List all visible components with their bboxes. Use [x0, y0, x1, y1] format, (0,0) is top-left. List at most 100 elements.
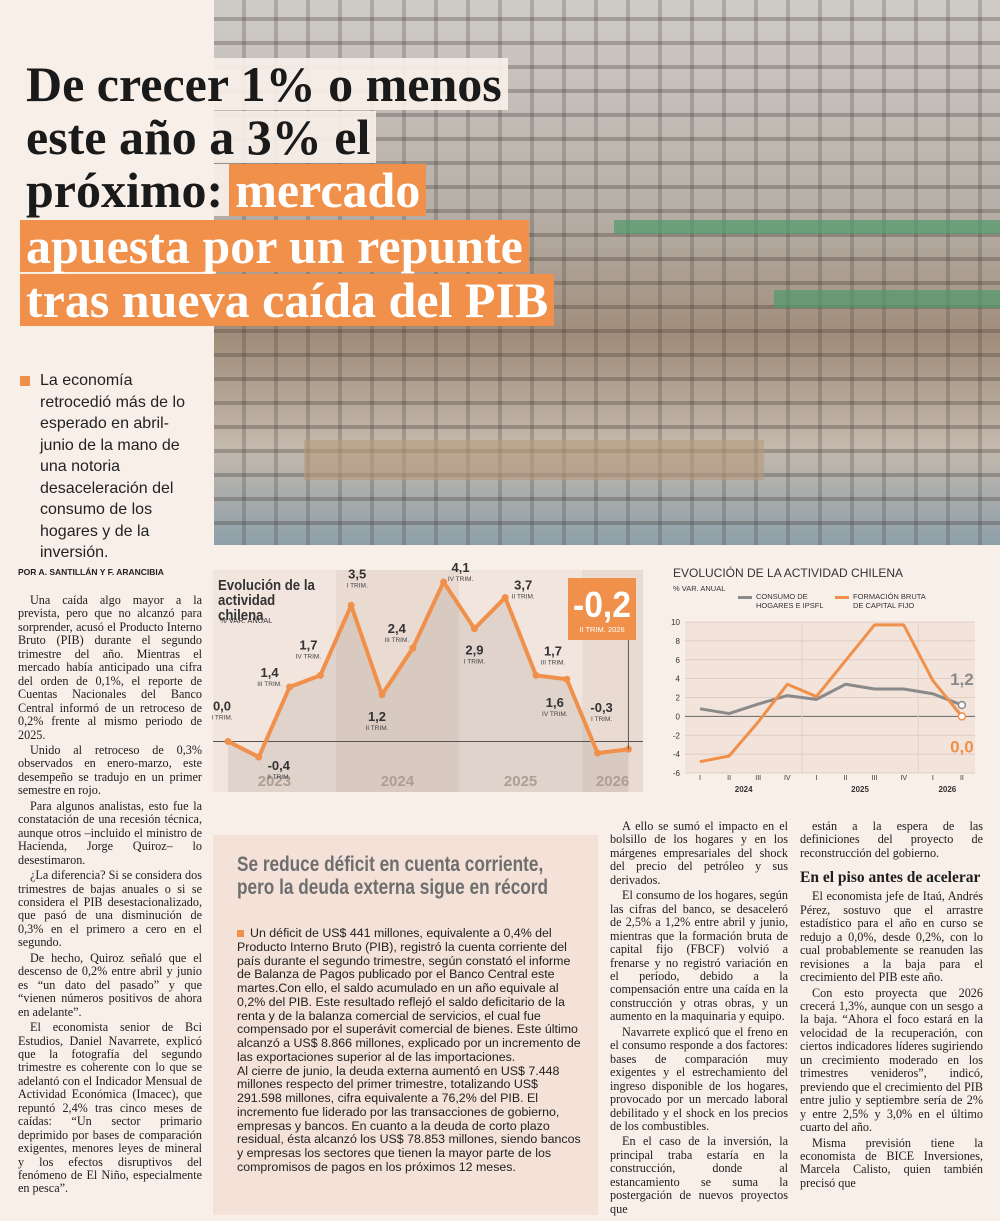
category-label: IV TRIM. [542, 711, 568, 718]
column: A ello se sumó el impacto en el bolsillo… [610, 820, 788, 1216]
box-title: Se reduce déficit en cuenta corriente, p… [237, 853, 549, 899]
area [228, 582, 629, 792]
chart-title: EVOLUCIÓN DE LA ACTIVIDAD CHILENA [673, 566, 904, 580]
bullet [237, 930, 244, 937]
headline-text: este año a 3% el [20, 111, 377, 163]
point [255, 753, 263, 761]
category-label: IV TRIM. [448, 576, 474, 583]
headline-text: mercado [229, 164, 427, 216]
chart-title: Evolución de la actividad chilena [218, 577, 315, 624]
paragraph: Con esto proyecta que 2026 crecerá 1,3%,… [800, 985, 983, 1135]
photo-detail [614, 220, 1000, 234]
value-label: 2,4 [388, 621, 407, 636]
category-label: IV TRIM. [296, 653, 322, 660]
headline-line: próximo: mercado [20, 164, 427, 216]
year-label: 2023 [258, 773, 291, 790]
y-tick-label: -2 [673, 731, 681, 740]
paragraph: El economista senior de Bci Estudios, Da… [18, 1020, 202, 1196]
paragraph: Un déficit de US$ 441 millones, equivale… [237, 926, 582, 1065]
year-band [213, 570, 336, 792]
subhead: En el piso antes de acelerar [800, 869, 981, 887]
year-band [459, 570, 583, 792]
point [409, 644, 417, 652]
paragraph: Al cierre de junio, la deuda externa aum… [237, 1063, 582, 1175]
paragraph: El consumo de los hogares, según las cif… [610, 888, 788, 1024]
y-tick-label: 8 [676, 637, 681, 646]
point [440, 578, 448, 586]
paragraph: En el caso de la inversión, la principal… [610, 1134, 788, 1216]
headline-text: De crecer 1% o menos [20, 58, 508, 110]
value-label: -0,4 [268, 758, 291, 773]
value-label: 1,7 [544, 643, 562, 658]
legend-swatch [835, 596, 849, 599]
chart: 20232024202520260,0I TRIM.-0,4II TRIM.1,… [205, 560, 645, 805]
point [594, 749, 602, 757]
value-label: 1,7 [299, 637, 317, 652]
paragraph: De hecho, Quiroz señaló que el descenso … [18, 950, 202, 1019]
category-label: II TRIM. 2026 [579, 625, 624, 634]
headline-text: tras nueva caída del PIB [20, 274, 555, 326]
point [470, 625, 478, 633]
legend-item: CONSUMO DE HOGARES E IPSFL [738, 592, 833, 610]
value-label: 3,7 [514, 578, 532, 593]
value-label: 3,5 [348, 566, 366, 581]
chart-subtitle: % VAR. ANUAL [673, 584, 726, 593]
point [957, 712, 967, 721]
box-text: Un déficit de US$ 441 millones, equivale… [237, 926, 582, 1175]
photo-detail [304, 440, 764, 480]
y-tick-label: 0 [676, 712, 681, 721]
point [532, 671, 540, 679]
paragraph: están a la espera de las definiciones de… [800, 820, 983, 860]
series-line [699, 623, 964, 764]
callout-box [568, 578, 636, 640]
value-label: -0,3 [590, 700, 612, 715]
category-label: III TRIM. [257, 681, 282, 688]
point [347, 601, 355, 609]
category-label: I TRIM. [211, 714, 232, 721]
category-label: I TRIM. [464, 659, 485, 666]
year-band [335, 570, 459, 792]
headline-line: apuesta por un repunte [20, 220, 529, 272]
category-label: III TRIM. [384, 637, 409, 644]
line [227, 580, 629, 759]
y-tick-label: 4 [676, 675, 681, 684]
series-line [699, 682, 963, 716]
value-label: -0,2 [573, 584, 631, 625]
x-tick-label: I [932, 775, 934, 782]
year-label: 2025 [851, 785, 869, 794]
column: Una caída algo mayor a la prevista, pero… [18, 594, 202, 1216]
category-label: III TRIM. [541, 659, 566, 666]
bullet [20, 376, 30, 386]
value-label: 2,9 [465, 643, 483, 658]
legend-label: FORMACIÓN BRUTA DE CAPITAL FIJO [853, 592, 926, 610]
value-label: 4,1 [452, 560, 470, 575]
lead-text: La economía retrocedió más de lo esperad… [40, 372, 185, 561]
y-tick-label: 10 [671, 618, 680, 627]
photo-detail [774, 290, 1000, 308]
category-label: I TRIM. [591, 716, 612, 723]
point [563, 675, 571, 683]
x-tick-label: II [960, 775, 964, 782]
x-tick-label: II [844, 775, 848, 782]
paragraph: Para algunos analistas, esto fue la cons… [18, 798, 202, 867]
x-tick-label: I [699, 775, 701, 782]
x-tick-label: IV [900, 775, 907, 782]
paragraph: Navarrete explicó que el freno en el con… [610, 1024, 788, 1133]
point [224, 737, 232, 745]
paragraph: ¿La diferencia? Si se considera dos trim… [18, 868, 202, 950]
legend-item: FORMACIÓN BRUTA DE CAPITAL FIJO [835, 592, 930, 610]
sidebar-box: Se reduce déficit en cuenta corriente, p… [213, 835, 598, 1215]
year-label: 2025 [504, 773, 537, 790]
paragraph-text: Un déficit de US$ 441 millones, equivale… [237, 926, 581, 1064]
value-label: 0,0 [950, 737, 974, 756]
headline-text: apuesta por un repunte [20, 220, 529, 272]
paragraph-text: Al cierre de junio, la deuda externa aum… [237, 1063, 581, 1174]
chart-svg: 20232024202520260,0I TRIM.-0,4II TRIM.1,… [211, 560, 643, 792]
value-label: 1,6 [546, 695, 564, 710]
x-tick-label: II [727, 775, 731, 782]
chart: -6 -4 -2 0 2 4 6 8 10 I II III IV I II III IV I II 2024 2025… [660, 560, 1000, 805]
year-label: 2026 [596, 773, 629, 790]
x-tick-label: III [755, 775, 761, 782]
